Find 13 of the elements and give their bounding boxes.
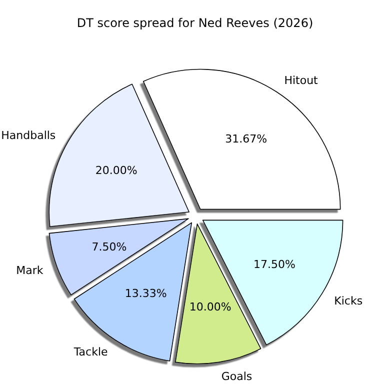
data-label: 31.67%	[225, 132, 268, 146]
data-label: 13.33%	[124, 287, 167, 300]
slice-label: Goals	[221, 370, 252, 383]
slice-label: Tackle	[72, 346, 108, 359]
slice-label: Kicks	[334, 294, 363, 308]
slice-label: Hitout	[284, 74, 319, 87]
data-label: 17.50%	[253, 258, 296, 271]
data-label: 7.50%	[92, 240, 127, 254]
slice-label: Mark	[16, 264, 44, 277]
data-label: 10.00%	[189, 300, 232, 314]
chart-title: DT score spread for Ned Reeves (2026)	[76, 16, 314, 30]
slice-label: Handballs	[1, 128, 56, 142]
data-label: 20.00%	[95, 164, 138, 177]
